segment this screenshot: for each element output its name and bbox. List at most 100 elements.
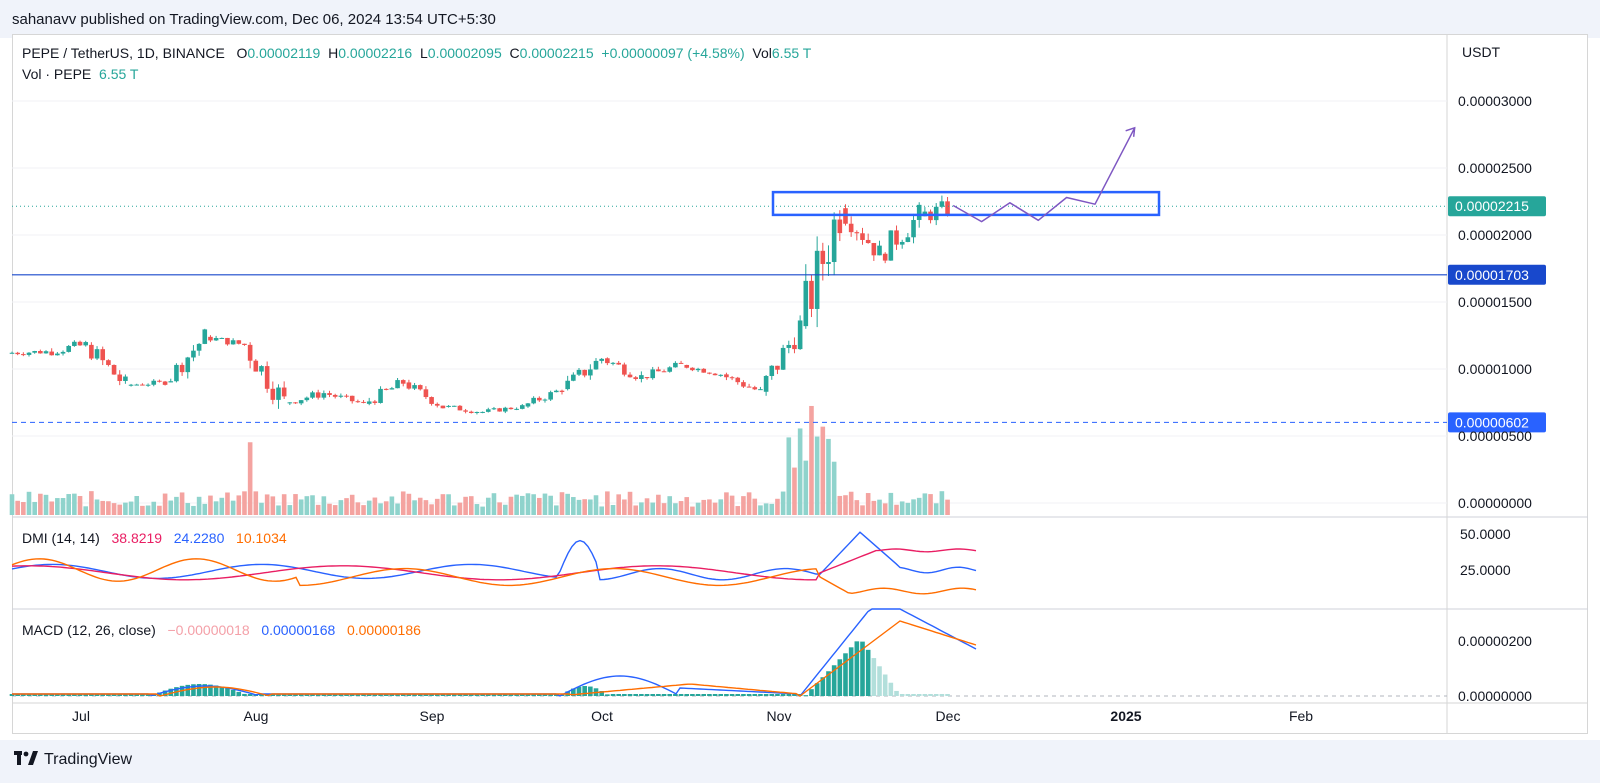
macd-histogram-bar xyxy=(412,694,417,696)
volume-bar xyxy=(253,491,259,515)
dmi-label[interactable]: DMI (14, 14) xyxy=(22,530,100,546)
macd-histogram-bar xyxy=(525,694,531,696)
macd-histogram-bar xyxy=(576,686,582,696)
candle-body xyxy=(905,237,911,242)
volume-bar xyxy=(474,504,480,515)
macd-histogram-bar xyxy=(395,694,400,696)
macd-histogram-bar xyxy=(242,693,247,696)
candle-body xyxy=(480,411,485,413)
candle-body xyxy=(848,223,854,233)
candle-body xyxy=(145,384,151,386)
volume-bar xyxy=(321,496,327,515)
candle-body xyxy=(888,230,894,261)
candle-body xyxy=(21,354,26,356)
macd-histogram-bar xyxy=(236,691,242,696)
chart-canvas[interactable]: 0.00002215 0.00001703 0.00000602 USDT 0.000… xyxy=(0,0,1600,740)
volume-bar xyxy=(707,499,712,515)
macd-histogram-bar xyxy=(888,682,894,696)
candle-body xyxy=(106,360,111,365)
candle-body xyxy=(270,388,276,400)
macd-histogram-bar xyxy=(480,694,485,696)
volume-bar xyxy=(304,496,310,515)
publisher-bar: sahanavv published on TradingView.com, D… xyxy=(0,0,1600,38)
macd-histogram-bar xyxy=(792,694,797,696)
symbol-label[interactable]: PEPE / TetherUS, 1D, BINANCE xyxy=(22,45,225,61)
macd-histogram-bar xyxy=(803,695,809,697)
volume-bar xyxy=(758,505,763,515)
macd-histogram-bar xyxy=(848,647,854,696)
macd-label[interactable]: MACD (12, 26, close) xyxy=(22,622,156,638)
candle-body xyxy=(276,387,281,400)
candle-body xyxy=(786,344,792,348)
macd-histogram-bar xyxy=(276,694,281,696)
macd-histogram-bar xyxy=(684,694,690,696)
candle-body xyxy=(32,351,37,353)
macd-histogram-bar xyxy=(520,694,525,696)
macd-histogram-bar xyxy=(729,694,735,696)
candle-body xyxy=(151,380,157,385)
volume-bar xyxy=(939,491,945,515)
candle-body xyxy=(735,377,741,383)
candle-body xyxy=(55,353,60,356)
vol-series-label[interactable]: Vol · PEPE xyxy=(22,66,92,82)
volume-bar xyxy=(508,496,514,515)
volume-bar xyxy=(451,505,457,515)
volume-bar xyxy=(225,492,230,515)
footer-bar: TradingView xyxy=(0,740,1600,783)
volume-bar xyxy=(729,495,735,515)
macd-histogram-bar xyxy=(208,684,213,696)
candle-body xyxy=(196,343,202,351)
macd-histogram-bar xyxy=(508,694,514,696)
candle-body xyxy=(599,358,604,361)
volume-bar xyxy=(293,494,298,515)
volume-bar xyxy=(174,496,179,515)
candle-body xyxy=(780,347,786,370)
time-tick-label: Feb xyxy=(1289,708,1313,724)
candle-body xyxy=(865,239,871,244)
candle-body xyxy=(83,342,89,346)
brand[interactable]: TradingView xyxy=(14,751,132,769)
candle-body xyxy=(792,344,797,350)
resistance-zone-box xyxy=(771,190,1161,217)
candle-body xyxy=(440,405,446,409)
adx-value: 10.1034 xyxy=(236,530,287,546)
macd-histogram-bar xyxy=(321,694,327,696)
volume-bar xyxy=(389,496,395,515)
dmi-plus-value: 24.2280 xyxy=(173,530,225,546)
macd-histogram-bar xyxy=(667,694,673,696)
candle-body xyxy=(162,381,168,385)
macd-histogram-bar xyxy=(298,694,304,696)
candle-body xyxy=(423,389,429,398)
candle-body xyxy=(94,349,100,359)
macd-histogram-bar xyxy=(860,641,865,696)
candle-body xyxy=(429,397,434,404)
macd-histogram-bar xyxy=(338,694,344,696)
currency-label: USDT xyxy=(1462,44,1501,60)
volume-bar xyxy=(899,501,905,515)
macd-signal-value: 0.00000186 xyxy=(346,622,421,638)
volume-bar xyxy=(605,491,610,515)
candle-body xyxy=(157,380,162,382)
volume-bar xyxy=(848,491,854,515)
macd-histogram-bar xyxy=(66,694,71,696)
volume-bar xyxy=(945,499,950,515)
candle-body xyxy=(293,402,298,404)
candle-body xyxy=(525,403,531,407)
volume-bar xyxy=(656,494,661,515)
macd-histogram-bar xyxy=(894,690,899,696)
high-label: H xyxy=(328,45,339,61)
candle-body xyxy=(610,362,616,364)
volume-bar xyxy=(157,505,162,515)
candle-body xyxy=(400,380,406,384)
vol-value: 6.55 T xyxy=(771,45,812,61)
volume-bar xyxy=(537,497,542,515)
macd-histogram-bar xyxy=(928,694,933,696)
chart-frame[interactable] xyxy=(12,34,1588,734)
candle-body xyxy=(417,385,423,390)
volume-bar xyxy=(905,502,911,515)
volume-bar xyxy=(247,442,253,515)
vol-series-value: 6.55 T xyxy=(99,66,139,82)
volume-bar xyxy=(440,494,446,515)
macd-histogram-bar xyxy=(43,694,49,696)
macd-histogram-bar xyxy=(259,694,264,696)
